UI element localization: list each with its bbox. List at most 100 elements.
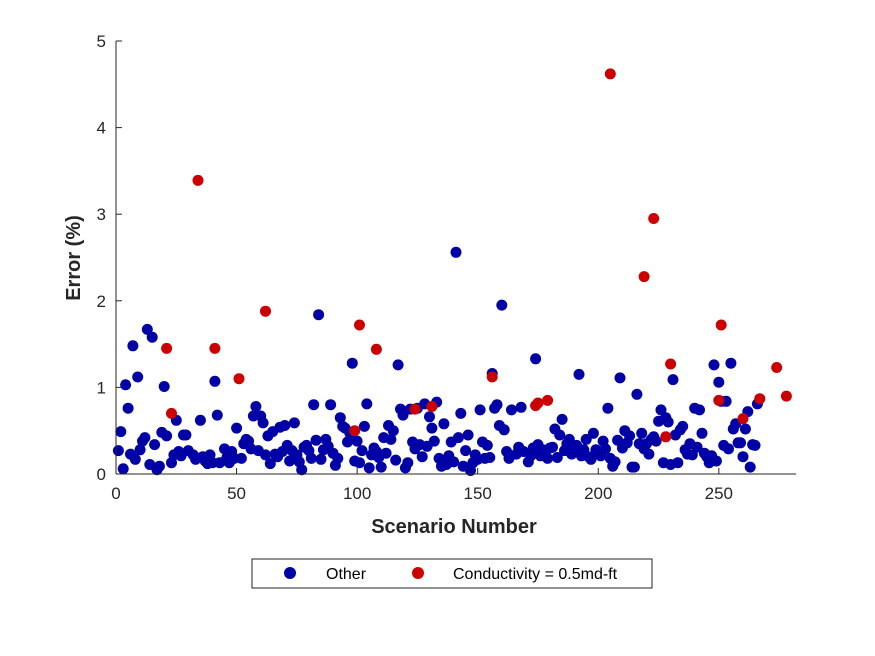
series-conductivity <box>161 68 792 443</box>
data-point-other <box>112 445 124 457</box>
data-point-other <box>363 462 375 474</box>
data-point-other <box>609 456 621 468</box>
x-axis-label: Scenario Number <box>371 516 537 538</box>
data-point-other <box>426 422 438 434</box>
data-point-conductivity <box>638 271 650 283</box>
data-point-other <box>387 425 399 437</box>
data-point-other <box>235 452 247 464</box>
data-point-other <box>139 432 151 444</box>
data-point-other <box>484 452 496 463</box>
data-point-other <box>313 309 325 321</box>
data-point-other <box>428 435 440 447</box>
data-point-other <box>491 399 503 411</box>
data-point-conductivity <box>665 358 677 370</box>
data-point-other <box>551 452 563 463</box>
data-point-conductivity <box>754 393 766 405</box>
data-point-other <box>342 436 353 448</box>
data-point-other <box>496 299 508 311</box>
data-point-conductivity <box>660 431 672 443</box>
data-point-other <box>628 461 640 473</box>
data-point-other <box>180 429 192 441</box>
data-point-other <box>351 435 363 447</box>
ticks: 0 50 100 150 200 250 0 1 2 3 4 5 <box>97 32 733 503</box>
data-point-other <box>677 420 689 432</box>
y-tick-label: 0 <box>97 465 106 484</box>
data-point-other <box>209 375 221 387</box>
data-point-other <box>696 427 708 439</box>
data-point-conductivity <box>409 403 421 415</box>
legend-label-other: Other <box>326 566 367 583</box>
data-point-other <box>260 449 271 461</box>
y-tick-label: 2 <box>97 292 106 311</box>
data-point-other <box>506 404 517 416</box>
data-point-conductivity <box>166 407 177 419</box>
data-point-other <box>737 451 749 463</box>
data-point-other <box>672 457 684 469</box>
data-point-conductivity <box>715 319 727 331</box>
data-point-other <box>563 433 575 445</box>
data-point-other <box>450 246 462 258</box>
data-point-other <box>530 353 542 365</box>
data-point-other <box>146 331 158 343</box>
data-point-other <box>643 448 655 460</box>
data-point-other <box>580 433 592 445</box>
data-point-other <box>115 426 127 438</box>
data-point-other <box>361 398 373 410</box>
data-point-conductivity <box>233 373 245 385</box>
data-point-other <box>358 420 370 432</box>
data-point-other <box>424 411 435 423</box>
legend-marker-other <box>284 567 296 579</box>
data-point-conductivity <box>426 401 438 412</box>
data-point-other <box>153 460 165 472</box>
series-other <box>112 246 763 476</box>
data-point-other <box>602 402 614 414</box>
data-point-other <box>308 399 320 411</box>
data-point-other <box>416 451 428 463</box>
data-point-other <box>667 374 679 386</box>
data-point-other <box>305 452 317 464</box>
data-point-other <box>547 441 558 453</box>
data-point-other <box>392 359 404 371</box>
x-tick-label: 100 <box>343 484 371 503</box>
data-point-other <box>438 418 450 430</box>
data-point-other <box>739 423 751 435</box>
data-point-other <box>554 429 566 441</box>
data-point-other <box>127 340 139 352</box>
data-point-other <box>462 429 474 441</box>
data-point-other <box>397 409 409 421</box>
data-point-other <box>636 427 648 439</box>
data-point-conductivity <box>771 362 783 373</box>
data-point-other <box>691 441 703 453</box>
data-point-conductivity <box>260 305 271 317</box>
data-point-other <box>257 417 269 429</box>
data-point-other <box>250 401 262 412</box>
data-point-other <box>158 381 170 392</box>
y-tick-label: 3 <box>97 205 106 224</box>
data-points <box>112 68 792 476</box>
data-point-other <box>194 414 206 426</box>
y-tick-label: 1 <box>97 378 106 397</box>
data-point-other <box>122 402 134 414</box>
x-tick-label: 200 <box>584 484 612 503</box>
data-point-other <box>585 453 597 465</box>
data-point-conductivity <box>713 394 725 406</box>
legend-label-conductivity: Conductivity = 0.5md-ft <box>453 566 618 583</box>
data-point-other <box>375 461 387 473</box>
data-point-other <box>452 432 464 444</box>
data-point-other <box>600 443 611 455</box>
x-tick-label: 0 <box>111 484 120 503</box>
data-point-other <box>284 455 296 467</box>
data-point-conductivity <box>192 174 204 186</box>
data-point-other <box>354 457 365 469</box>
data-point-conductivity <box>542 394 554 406</box>
data-point-conductivity <box>532 397 544 409</box>
data-point-other <box>498 424 510 436</box>
data-point-other <box>231 422 243 434</box>
data-point-other <box>117 463 129 475</box>
data-point-other <box>662 416 674 428</box>
data-point-other <box>587 427 599 439</box>
data-point-other <box>725 357 737 369</box>
data-point-conductivity <box>209 342 221 354</box>
data-point-other <box>132 371 144 383</box>
data-point-other <box>288 417 300 429</box>
